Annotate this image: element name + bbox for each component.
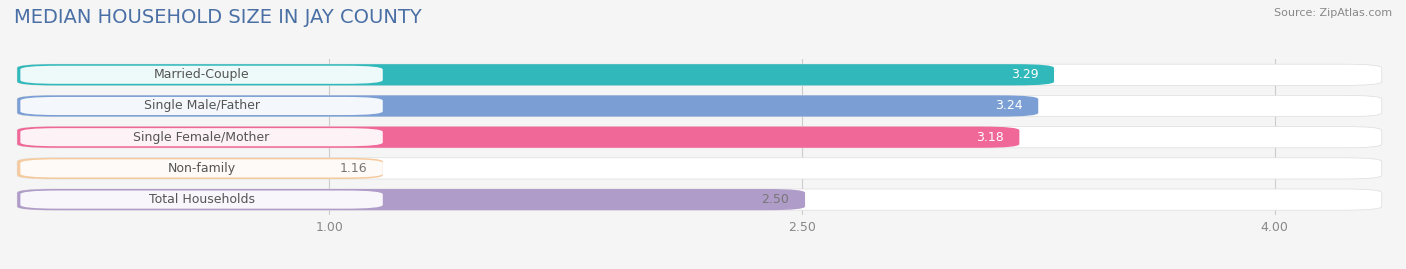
Text: Total Households: Total Households [149,193,254,206]
Text: 1.16: 1.16 [339,162,367,175]
FancyBboxPatch shape [17,158,382,179]
Text: 3.29: 3.29 [1011,68,1038,81]
FancyBboxPatch shape [17,127,1382,148]
FancyBboxPatch shape [17,189,1382,210]
FancyBboxPatch shape [17,64,1382,85]
FancyBboxPatch shape [20,190,382,209]
FancyBboxPatch shape [20,66,382,84]
FancyBboxPatch shape [17,127,1019,148]
Text: 3.24: 3.24 [995,100,1022,112]
Text: Non-family: Non-family [167,162,236,175]
Text: Married-Couple: Married-Couple [153,68,249,81]
Text: 3.18: 3.18 [976,131,1004,144]
FancyBboxPatch shape [17,189,806,210]
Text: Single Female/Mother: Single Female/Mother [134,131,270,144]
Text: MEDIAN HOUSEHOLD SIZE IN JAY COUNTY: MEDIAN HOUSEHOLD SIZE IN JAY COUNTY [14,8,422,27]
FancyBboxPatch shape [20,159,382,178]
Text: 2.50: 2.50 [762,193,789,206]
FancyBboxPatch shape [20,128,382,146]
FancyBboxPatch shape [17,158,1382,179]
FancyBboxPatch shape [17,64,1054,85]
Text: Single Male/Father: Single Male/Father [143,100,260,112]
FancyBboxPatch shape [17,95,1382,116]
FancyBboxPatch shape [20,97,382,115]
Text: Source: ZipAtlas.com: Source: ZipAtlas.com [1274,8,1392,18]
FancyBboxPatch shape [17,95,1038,116]
